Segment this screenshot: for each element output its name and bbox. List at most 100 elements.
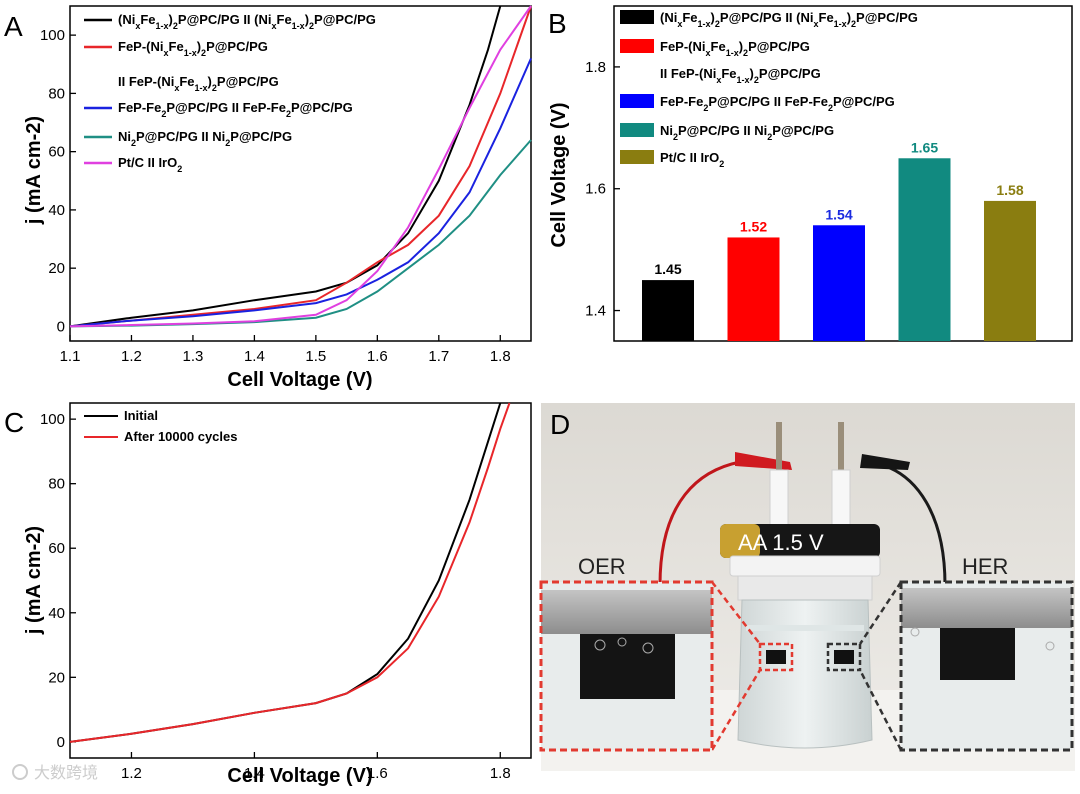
y-tick-label: 100	[40, 27, 65, 44]
watermark-logo-icon	[12, 764, 28, 780]
panel-label-a: A	[4, 11, 23, 42]
battery-gold-cap	[720, 524, 760, 558]
her-inset-foam	[940, 628, 1015, 680]
x-tick-label: 1.6	[367, 765, 388, 782]
panel-a-chart: A 1.1 1.2 1.3 1.4 1.5 1.6 1.7 1.8 0 20 40 60 80 100 C…	[4, 5, 532, 391]
bar-value-label: 1.45	[654, 261, 681, 277]
panel-c-chart: C 1.2 1.4 1.6 1.8 0 20 40 60 80 100 Cell Voltage …	[4, 402, 532, 787]
series-line-0	[69, 5, 502, 328]
x-tick-label: 1.1	[60, 348, 81, 365]
legend-entry-5: Pt/C II IrO2	[118, 155, 182, 174]
panel-label-d: D	[550, 409, 570, 440]
legend-entry-1: FeP-(NixFe1-x)2P@PC/PG	[118, 39, 268, 58]
legend-entry-4: Ni2P@PC/PG II Ni2P@PC/PG	[660, 123, 834, 142]
y-tick-label: 0	[57, 318, 65, 335]
legend-swatch	[620, 94, 654, 108]
her-zoom-line-top	[858, 581, 903, 645]
panel-a-legend: (NixFe1-x)2P@PC/PG II (NixFe1-x)2P@PC/PG…	[84, 12, 376, 174]
watermark: 大数跨境	[12, 763, 98, 782]
oer-zoom-line-bottom	[710, 669, 762, 751]
oer-highlight-box	[758, 642, 794, 672]
x-tick-label: 1.2	[121, 348, 142, 365]
panel-a-y-axis-title: j (mA cm-2)	[23, 116, 45, 225]
legend-entry-3: FeP-Fe2P@PC/PG II FeP-Fe2P@PC/PG	[660, 94, 895, 113]
oer-electrode-in-cell	[766, 650, 786, 664]
her-electrode-in-cell	[834, 650, 854, 664]
electrode-rod-right	[838, 422, 844, 472]
panel-a-frame	[69, 5, 532, 342]
y-tick-label: 20	[48, 260, 65, 277]
x-tick-label: 1.7	[428, 348, 449, 365]
panel-c-frame	[69, 402, 532, 759]
black-clip	[860, 454, 910, 470]
y-tick-label: 20	[48, 669, 65, 686]
battery-label: AA 1.5 V	[738, 530, 824, 555]
bar-value-label: 1.52	[740, 218, 767, 234]
bubble-icon	[617, 637, 627, 647]
legend-entry-0: Initial	[124, 408, 158, 423]
bar-value-label: 1.58	[996, 182, 1023, 198]
legend-entry-1: FeP-(NixFe1-x)2P@PC/PG	[660, 39, 810, 58]
legend-entry-2: II FeP-(NixFe1-x)2P@PC/PG	[118, 74, 279, 93]
cell-cap-top	[729, 555, 881, 577]
y-tick-label: 80	[48, 476, 65, 493]
electrolyte-level	[746, 625, 864, 631]
series-line-1	[69, 5, 532, 328]
electrode-rod-left	[776, 422, 782, 472]
y-tick-label: 80	[48, 85, 65, 102]
y-tick-label: 100	[40, 411, 65, 428]
oer-inset-holder	[541, 590, 712, 634]
her-zoom-line-bottom	[858, 669, 903, 751]
legend-swatch	[620, 123, 654, 137]
panel-b-chart: B 1.4 1.6 1.8 1.45 1.52 1.54 1.65 1.58 Cell Vo…	[548, 5, 1073, 342]
x-tick-label: 1.4	[244, 765, 265, 782]
legend-entry-4: Ni2P@PC/PG II Ni2P@PC/PG	[118, 129, 292, 148]
panel-c-y-axis-title: j (mA cm-2)	[23, 526, 45, 635]
her-label: HER	[962, 554, 1008, 579]
panel-c-legend: Initial After 10000 cycles	[84, 408, 237, 444]
her-inset-holder	[901, 588, 1072, 628]
bar-4	[984, 200, 1036, 341]
oer-zoom-line-top	[711, 581, 761, 645]
bar-0	[642, 280, 694, 341]
bar-value-label: 1.65	[911, 139, 938, 155]
panel-a-x-axis-title: Cell Voltage (V)	[227, 369, 372, 391]
panel-b-y-axis-title: Cell Voltage (V)	[548, 102, 570, 247]
x-tick-label: 1.5	[305, 348, 326, 365]
y-tick-label: 1.6	[585, 181, 606, 198]
x-tick-label: 1.8	[490, 765, 511, 782]
series-line-2	[69, 57, 532, 328]
legend-entry-0: (NixFe1-x)2P@PC/PG II (NixFe1-x)2P@PC/PG	[118, 12, 376, 31]
y-tick-label: 1.4	[585, 303, 606, 320]
y-tick-label: 1.8	[585, 59, 606, 76]
legend-entry-1: After 10000 cycles	[124, 429, 237, 444]
panel-b-legend: (NixFe1-x)2P@PC/PG II (NixFe1-x)2P@PC/PG…	[620, 10, 918, 169]
panel-d-photo: D AA 1.5 V	[539, 403, 1075, 771]
bar-3	[898, 158, 951, 341]
y-tick-label: 40	[48, 202, 65, 219]
x-tick-label: 1.4	[244, 348, 265, 365]
bubble-icon	[910, 627, 920, 637]
panel-label-b: B	[548, 8, 567, 39]
y-tick-label: 60	[48, 144, 65, 161]
legend-entry-2: II FeP-(NixFe1-x)2P@PC/PG	[660, 66, 821, 85]
cell-cap-ring	[737, 575, 873, 601]
panel-label-c: C	[4, 407, 24, 438]
x-tick-label: 1.6	[367, 348, 388, 365]
legend-entry-0: (NixFe1-x)2P@PC/PG II (NixFe1-x)2P@PC/PG	[660, 10, 918, 29]
legend-entry-3: FeP-Fe2P@PC/PG II FeP-Fe2P@PC/PG	[118, 100, 353, 119]
x-tick-label: 1.2	[121, 765, 142, 782]
bubble-icon	[594, 639, 606, 651]
y-tick-label: 60	[48, 540, 65, 557]
y-tick-label: 0	[57, 734, 65, 751]
oer-inset-frame	[539, 580, 714, 752]
bubble-icon	[1045, 641, 1055, 651]
bar-value-label: 1.54	[825, 206, 852, 222]
y-tick-label: 40	[48, 605, 65, 622]
x-tick-label: 1.3	[183, 348, 204, 365]
series-line-4	[69, 5, 532, 328]
panel-c-x-axis-title: Cell Voltage (V)	[227, 765, 372, 787]
series-line-0	[69, 402, 502, 743]
x-tick-label: 1.8	[490, 348, 511, 365]
